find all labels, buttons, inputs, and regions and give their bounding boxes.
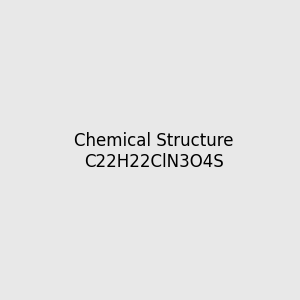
Text: Chemical Structure
C22H22ClN3O4S: Chemical Structure C22H22ClN3O4S	[74, 132, 233, 171]
